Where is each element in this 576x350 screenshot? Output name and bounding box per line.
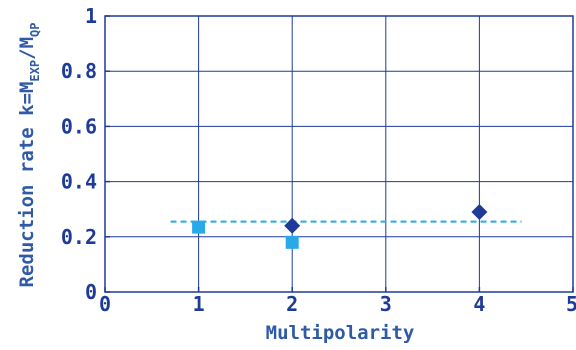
x-tick-labels: 0 1 2 3 4 5 [99, 292, 576, 316]
grid-lines [105, 16, 573, 292]
plot-border [104, 15, 574, 293]
plot-frame [104, 15, 574, 293]
x-tick-label: 5 [566, 292, 576, 316]
y-axis-title: Reduction rate k=MEXP/MQP [16, 23, 42, 288]
diamond-marker [284, 217, 301, 234]
y-tick-label: 0 [85, 280, 97, 304]
x-tick-label: 3 [380, 292, 392, 316]
diamond-marker [471, 203, 488, 220]
y-axis-title-sub-qp: QP [28, 23, 42, 37]
y-tick-labels: 0 0.2 0.4 0.6 0.8 1 [61, 4, 97, 304]
x-tick-label: 2 [286, 292, 298, 316]
square-marker [285, 235, 299, 249]
y-tick-label: 0.2 [61, 225, 97, 249]
x-tick-label: 0 [99, 292, 111, 316]
y-axis-title-sub-exp: EXP [28, 60, 42, 82]
data-markers [192, 203, 488, 249]
x-tick-label: 1 [193, 292, 205, 316]
y-tick-label: 0.8 [61, 59, 97, 83]
square-marker [192, 220, 206, 234]
y-tick-label: 1 [85, 4, 97, 28]
y-tick-label: 0.6 [61, 114, 97, 138]
x-axis-title: Multipolarity [266, 322, 415, 344]
y-axis-title-main: Reduction rate k=M [16, 82, 38, 288]
y-axis-title-ratio: /M [16, 37, 38, 60]
x-tick-label: 4 [473, 292, 485, 316]
y-tick-label: 0.4 [61, 170, 97, 194]
